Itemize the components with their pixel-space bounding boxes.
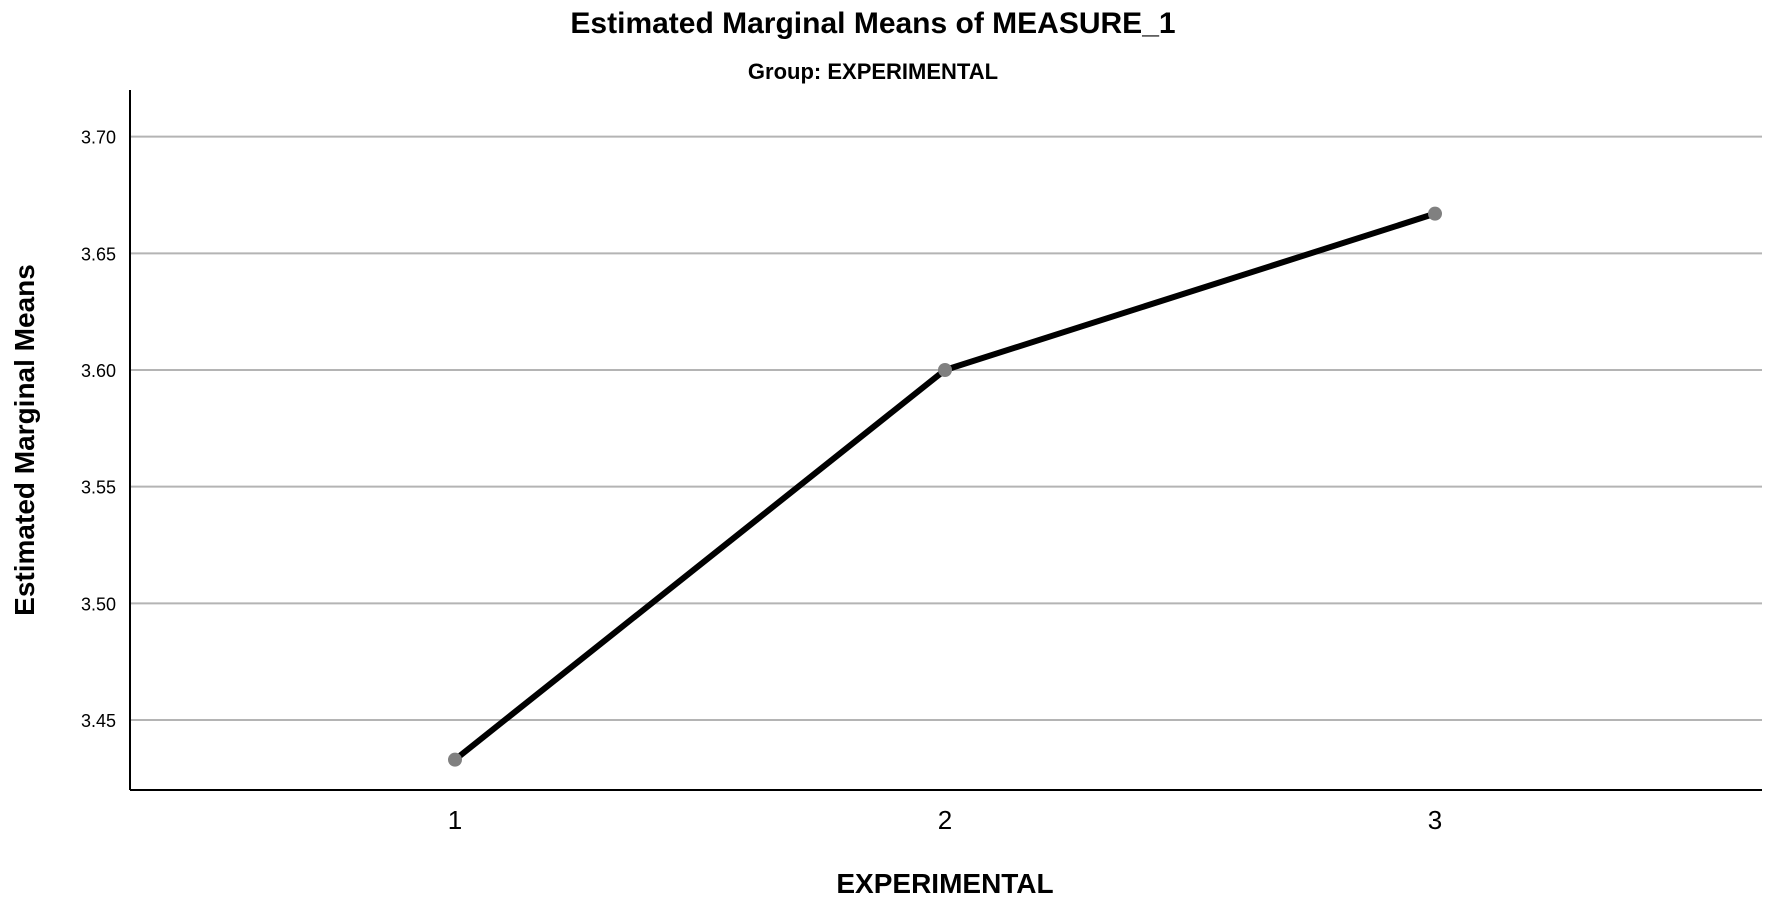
gridlines [130,135,1762,721]
x-tick-label: 2 [938,805,952,835]
y-tick-label: 3.60 [81,361,116,381]
y-tick-label: 3.50 [81,594,116,614]
chart-title: Estimated Marginal Means of MEASURE_1 [570,7,1175,40]
y-tick-label: 3.45 [81,711,116,731]
y-tick-label: 3.65 [81,244,116,264]
x-axis-label: EXPERIMENTAL [836,868,1053,899]
x-tick-labels: 1 2 3 [448,805,1442,835]
y-tick-label: 3.55 [81,478,116,498]
series-layer [448,206,1442,767]
x-tick-label: 1 [448,805,462,835]
data-point [1428,206,1442,221]
chart-subtitle: Group: EXPERIMENTAL [748,59,998,84]
data-point [448,752,462,767]
y-tick-labels: 3.45 3.50 3.55 3.60 3.65 3.70 [81,128,116,731]
axes [129,90,1762,791]
x-tick-label: 3 [1428,805,1442,835]
y-tick-label: 3.70 [81,128,116,148]
y-axis-label: Estimated Marginal Means [9,264,40,616]
data-point [938,363,952,377]
